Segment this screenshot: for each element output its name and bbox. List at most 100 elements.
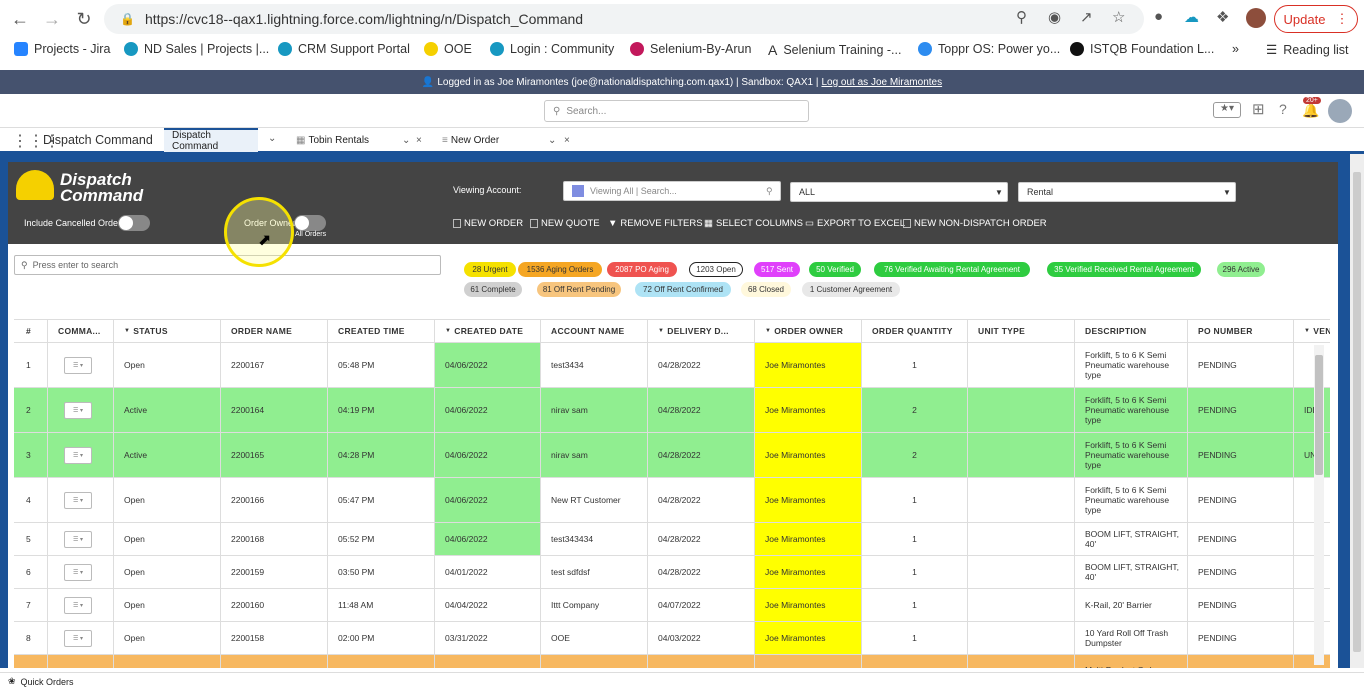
bookmark-item[interactable]: Toppr OS: Power yo... bbox=[918, 42, 1060, 56]
filter-icon[interactable]: ▼ bbox=[1304, 328, 1311, 334]
scroll-thumb[interactable] bbox=[1315, 355, 1323, 475]
row-command-dropdown[interactable]: ☰ ▾ bbox=[64, 596, 92, 614]
bookmark-item[interactable]: A Selenium Training -... bbox=[768, 42, 901, 58]
new-quote-button[interactable]: NEW QUOTE bbox=[530, 218, 600, 229]
help-icon[interactable]: ? bbox=[1279, 101, 1287, 117]
table-row[interactable]: 8 ☰ ▾ Open 2200158 02:00 PM 03/31/2022 OOE 04/0… bbox=[14, 622, 1330, 655]
include-cancelled-toggle[interactable] bbox=[118, 215, 150, 231]
filter-icon[interactable]: ▼ bbox=[658, 328, 665, 334]
status-pill[interactable]: 50 Verified bbox=[809, 262, 861, 277]
global-search-input[interactable]: ⚲ Search... bbox=[544, 100, 809, 122]
bookmarks-overflow[interactable]: » bbox=[1232, 42, 1239, 56]
update-button[interactable]: Update ⋮ bbox=[1274, 5, 1358, 33]
address-bar[interactable]: 🔒 https://cvc18--qax1.lightning.force.co… bbox=[104, 4, 1144, 34]
back-icon[interactable]: ← bbox=[11, 8, 29, 29]
row-command-dropdown[interactable]: ☰ ▾ bbox=[64, 356, 92, 374]
column-header[interactable]: ▼ ORDER OWNER bbox=[755, 320, 862, 342]
filter-icon[interactable]: ▼ bbox=[124, 328, 131, 334]
table-row[interactable]: Multi-Product Order bbox=[14, 655, 1330, 668]
puzzle-icon[interactable]: ❖ bbox=[1216, 9, 1230, 26]
forward-icon[interactable]: → bbox=[43, 8, 61, 29]
column-header[interactable]: COMMA... bbox=[48, 320, 114, 342]
close-icon[interactable]: × bbox=[416, 134, 422, 146]
chevron-down-icon[interactable]: ⌄ bbox=[402, 134, 411, 146]
bookmark-item[interactable]: Projects - Jira bbox=[14, 42, 110, 56]
status-pill[interactable]: 81 Off Rent Pending bbox=[537, 282, 621, 297]
grid-search-input[interactable]: ⚲ Press enter to search bbox=[14, 255, 441, 275]
page-scroll-thumb[interactable] bbox=[1353, 172, 1361, 652]
type-filter-select[interactable]: Rental ▼ bbox=[1018, 182, 1236, 202]
table-row[interactable]: 2 ☰ ▾ Active 2200164 04:19 PM 04/06/2022 nirav… bbox=[14, 388, 1330, 433]
status-pill[interactable]: 35 Verified Received Rental Agreement bbox=[1047, 262, 1201, 277]
account-search-input[interactable]: Viewing All | Search... ⚲ bbox=[563, 181, 781, 201]
status-pill[interactable]: 72 Off Rent Confirmed bbox=[635, 282, 731, 297]
tab-dispatch-command[interactable]: Dispatch Command bbox=[164, 128, 258, 152]
table-row[interactable]: 7 ☰ ▾ Open 2200160 11:48 AM 04/04/2022 Ittt Co… bbox=[14, 589, 1330, 622]
bookmark-item[interactable]: Login : Community bbox=[490, 42, 614, 56]
favorites-star-icon[interactable]: ★▾ bbox=[1213, 102, 1241, 118]
column-header[interactable]: ▼ DELIVERY D... bbox=[648, 320, 755, 342]
quick-orders-link[interactable]: Quick Orders bbox=[20, 676, 74, 687]
column-header[interactable]: # bbox=[14, 320, 48, 342]
column-header[interactable]: PO NUMBER bbox=[1188, 320, 1294, 342]
status-filter-select[interactable]: ALL ▼ bbox=[790, 182, 1008, 202]
reload-icon[interactable]: ↻ bbox=[76, 8, 92, 29]
status-pill[interactable]: 296 Active bbox=[1217, 262, 1265, 277]
column-header[interactable]: ORDER QUANTITY bbox=[862, 320, 968, 342]
filter-icon[interactable]: ▼ bbox=[765, 328, 772, 334]
row-command-dropdown[interactable]: ☰ ▾ bbox=[64, 446, 92, 464]
column-header[interactable]: UNIT TYPE bbox=[968, 320, 1075, 342]
notification-bell-icon[interactable]: 🔔 bbox=[1302, 102, 1320, 118]
share-icon[interactable]: ↗ bbox=[1080, 9, 1093, 26]
chevron-down-icon[interactable]: ⌄ bbox=[268, 133, 277, 144]
extension-person-icon[interactable]: ● bbox=[1154, 8, 1164, 25]
row-command-dropdown[interactable]: ☰ ▾ bbox=[64, 491, 92, 509]
status-pill[interactable]: 517 Sent bbox=[754, 262, 800, 277]
new-order-button[interactable]: NEW ORDER bbox=[453, 218, 523, 229]
bookmark-item[interactable]: ISTQB Foundation L... bbox=[1070, 42, 1214, 56]
grid-scrollbar[interactable] bbox=[1314, 345, 1324, 665]
select-columns-button[interactable]: ▦ SELECT COLUMNS bbox=[704, 218, 803, 229]
remove-filters-button[interactable]: ▼ REMOVE FILTERS bbox=[608, 218, 703, 229]
table-row[interactable]: 3 ☰ ▾ Active 2200165 04:28 PM 04/06/2022 nirav… bbox=[14, 433, 1330, 478]
status-pill[interactable]: 1 Customer Agreement bbox=[802, 282, 900, 297]
tab-tobin-rentals[interactable]: ▦ Tobin Rentals ⌄ × bbox=[288, 128, 428, 152]
new-non-dispatch-order-button[interactable]: NEW NON-DISPATCH ORDER bbox=[903, 218, 1047, 229]
star-icon[interactable]: ☆ bbox=[1112, 9, 1126, 26]
row-command-dropdown[interactable]: ☰ ▾ bbox=[64, 401, 92, 419]
column-header[interactable]: ▼ STATUS bbox=[114, 320, 221, 342]
page-scrollbar[interactable] bbox=[1350, 154, 1364, 668]
column-header[interactable]: ACCOUNT NAME bbox=[541, 320, 648, 342]
eye-off-icon[interactable]: ◉ bbox=[1048, 9, 1062, 26]
chevron-down-icon[interactable]: ⌄ bbox=[548, 134, 557, 146]
status-pill[interactable]: 76 Verified Awaiting Rental Agreement bbox=[874, 262, 1030, 277]
app-launcher-icon[interactable]: ⋮⋮⋮ bbox=[12, 133, 60, 150]
user-avatar[interactable] bbox=[1328, 99, 1352, 123]
row-command-dropdown[interactable]: ☰ ▾ bbox=[64, 530, 92, 548]
column-header[interactable]: CREATED TIME bbox=[328, 320, 435, 342]
tab-new-order[interactable]: ≡ New Order ⌄ × bbox=[434, 128, 576, 152]
status-pill[interactable]: 61 Complete bbox=[464, 282, 522, 297]
cloud-icon[interactable]: ☁ bbox=[1184, 9, 1199, 26]
column-header[interactable]: ▼VEND bbox=[1294, 320, 1330, 342]
export-to-excel-button[interactable]: ▭ EXPORT TO EXCEL bbox=[805, 218, 905, 229]
reading-list[interactable]: ☰ Reading list bbox=[1266, 42, 1349, 58]
zoom-icon[interactable]: ⚲ bbox=[1016, 9, 1027, 26]
table-row[interactable]: 5 ☰ ▾ Open 2200168 05:52 PM 04/06/2022 test343… bbox=[14, 523, 1330, 556]
profile-avatar[interactable] bbox=[1246, 8, 1266, 28]
column-header[interactable]: DESCRIPTION bbox=[1075, 320, 1188, 342]
table-row[interactable]: 1 ☰ ▾ Open 2200167 05:48 PM 04/06/2022 test343… bbox=[14, 343, 1330, 388]
status-pill[interactable]: 68 Closed bbox=[741, 282, 791, 297]
bookmark-item[interactable]: CRM Support Portal bbox=[278, 42, 410, 56]
status-pill[interactable]: 1203 Open bbox=[689, 262, 743, 277]
bookmark-item[interactable]: Selenium-By-Arun bbox=[630, 42, 751, 56]
logout-link[interactable]: Log out as Joe Miramontes bbox=[821, 76, 943, 88]
add-icon[interactable]: ⊞ bbox=[1252, 101, 1265, 118]
status-pill[interactable]: 28 Urgent bbox=[464, 262, 516, 277]
column-header[interactable]: ORDER NAME bbox=[221, 320, 328, 342]
bookmark-item[interactable]: ND Sales | Projects |... bbox=[124, 42, 269, 56]
table-row[interactable]: 6 ☰ ▾ Open 2200159 03:50 PM 04/01/2022 test sd… bbox=[14, 556, 1330, 589]
column-header[interactable]: ▼ CREATED DATE bbox=[435, 320, 541, 342]
bookmark-item[interactable]: OOE bbox=[424, 42, 472, 56]
order-owner-toggle[interactable] bbox=[294, 215, 326, 231]
